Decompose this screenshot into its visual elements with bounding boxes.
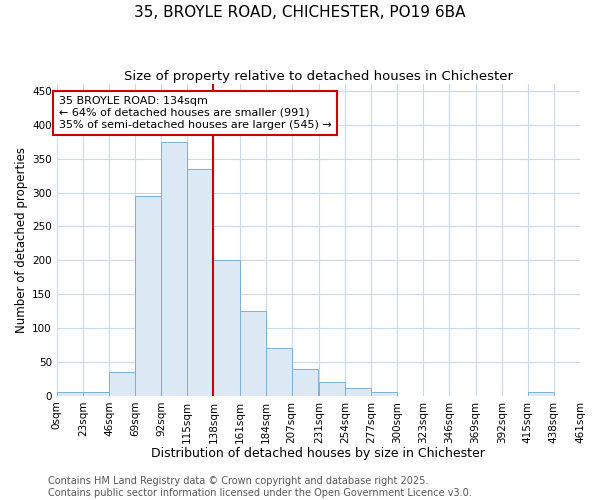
Bar bbox=[239, 311, 266, 396]
Title: Size of property relative to detached houses in Chichester: Size of property relative to detached ho… bbox=[124, 70, 513, 83]
Y-axis label: Number of detached properties: Number of detached properties bbox=[15, 147, 28, 333]
X-axis label: Distribution of detached houses by size in Chichester: Distribution of detached houses by size … bbox=[151, 447, 485, 460]
Bar bbox=[371, 392, 397, 396]
Bar bbox=[57, 392, 83, 396]
Text: 35, BROYLE ROAD, CHICHESTER, PO19 6BA: 35, BROYLE ROAD, CHICHESTER, PO19 6BA bbox=[134, 5, 466, 20]
Bar bbox=[528, 392, 554, 396]
Bar bbox=[292, 368, 318, 396]
Bar bbox=[135, 196, 161, 396]
Bar bbox=[319, 382, 345, 396]
Bar bbox=[83, 392, 109, 396]
Text: 35 BROYLE ROAD: 134sqm
← 64% of detached houses are smaller (991)
35% of semi-de: 35 BROYLE ROAD: 134sqm ← 64% of detached… bbox=[59, 96, 332, 130]
Bar bbox=[187, 169, 214, 396]
Bar bbox=[161, 142, 187, 396]
Bar bbox=[214, 260, 239, 396]
Bar bbox=[109, 372, 135, 396]
Bar bbox=[345, 388, 371, 396]
Text: Contains HM Land Registry data © Crown copyright and database right 2025.
Contai: Contains HM Land Registry data © Crown c… bbox=[48, 476, 472, 498]
Bar bbox=[266, 348, 292, 396]
